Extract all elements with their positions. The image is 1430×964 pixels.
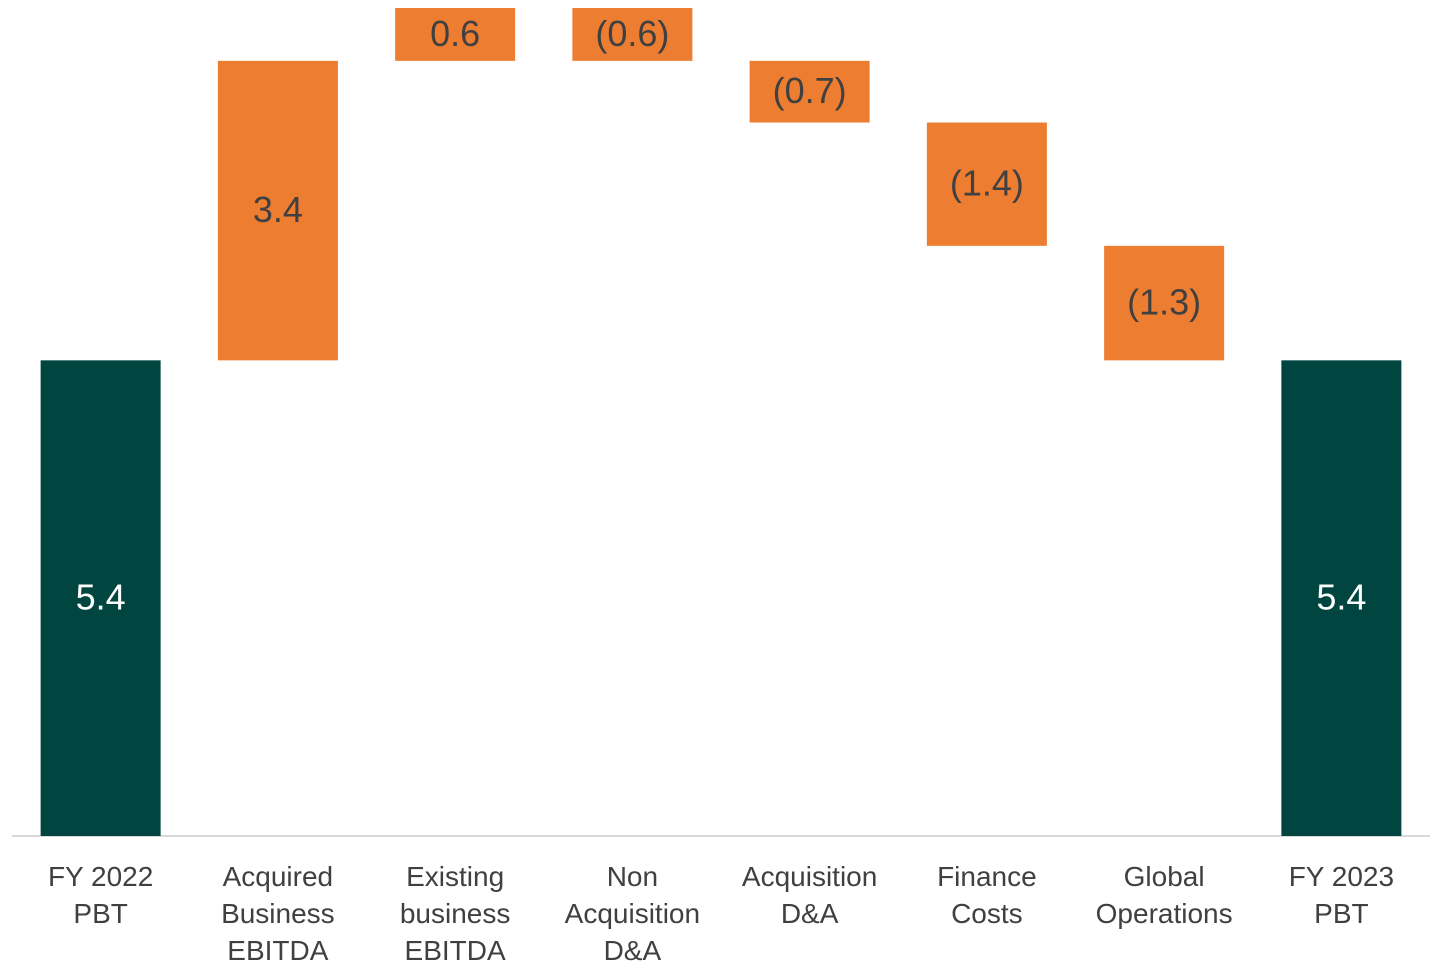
- data-label: (1.3): [1127, 282, 1201, 323]
- x-tick-label: Acquisition D&A: [741, 861, 878, 929]
- data-label: 5.4: [1316, 577, 1366, 618]
- x-tick-label: Acquired Business EBITDA: [221, 861, 335, 964]
- x-tick-label: FY 2022 PBT: [47, 861, 154, 929]
- data-label: 0.6: [430, 13, 480, 54]
- x-tick-label: Global Operations: [1095, 861, 1233, 929]
- data-label: (1.4): [950, 163, 1024, 204]
- bar: [1104, 245, 1225, 361]
- bar: [572, 8, 693, 61]
- bar: [926, 122, 1047, 246]
- x-tick-label: FY 2023 PBT: [1288, 861, 1395, 929]
- bar: [395, 8, 516, 61]
- data-label: (0.7): [773, 70, 847, 111]
- data-label: 5.4: [76, 577, 126, 618]
- bar: [217, 60, 338, 361]
- bar: [1281, 360, 1402, 836]
- x-tick-label: Finance Costs: [937, 861, 1037, 929]
- data-label: (0.6): [595, 13, 669, 54]
- data-label: 3.4: [253, 189, 303, 230]
- x-tick-label: Non Acquisition D&A: [564, 861, 701, 964]
- bar: [40, 360, 161, 836]
- bar: [749, 60, 870, 123]
- x-tick-label: Existing business EBITDA: [399, 861, 511, 964]
